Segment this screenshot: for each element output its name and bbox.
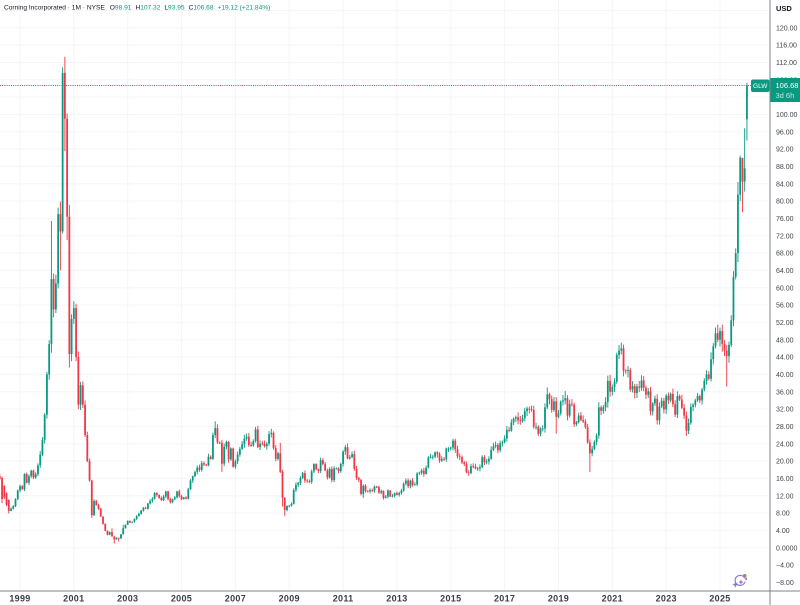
svg-text:−8.00: −8.00 xyxy=(776,580,794,587)
svg-text:2017: 2017 xyxy=(494,594,515,604)
svg-text:2003: 2003 xyxy=(117,594,138,604)
svg-text:92.00: 92.00 xyxy=(776,147,794,154)
svg-text:68.00: 68.00 xyxy=(776,251,794,258)
svg-text:2025: 2025 xyxy=(709,594,730,604)
svg-text:80.00: 80.00 xyxy=(776,199,794,206)
svg-text:GLW: GLW xyxy=(753,83,768,90)
svg-text:76.00: 76.00 xyxy=(776,216,794,223)
svg-text:2001: 2001 xyxy=(63,594,84,604)
svg-text:12.00: 12.00 xyxy=(776,493,794,500)
svg-text:24.00: 24.00 xyxy=(776,441,794,448)
svg-text:16.00: 16.00 xyxy=(776,476,794,483)
svg-text:8.00: 8.00 xyxy=(776,511,790,518)
svg-text:2015: 2015 xyxy=(440,594,461,604)
svg-text:88.00: 88.00 xyxy=(776,164,794,171)
svg-text:72.00: 72.00 xyxy=(776,233,794,240)
svg-text:64.00: 64.00 xyxy=(776,268,794,275)
svg-text:3d 6h: 3d 6h xyxy=(776,91,795,100)
svg-text:−4.00: −4.00 xyxy=(776,563,794,570)
svg-text:116.00: 116.00 xyxy=(776,43,797,50)
svg-text:48.00: 48.00 xyxy=(776,337,794,344)
svg-text:0.0000: 0.0000 xyxy=(776,545,798,552)
svg-text:Corning Incorporated · 1M · NY: Corning Incorporated · 1M · NYSE O98.91 H1… xyxy=(4,4,270,11)
svg-text:36.00: 36.00 xyxy=(776,389,794,396)
svg-text:56.00: 56.00 xyxy=(776,303,794,310)
svg-text:44.00: 44.00 xyxy=(776,355,794,362)
svg-text:96.00: 96.00 xyxy=(776,129,794,136)
svg-text:28.00: 28.00 xyxy=(776,424,794,431)
svg-text:2019: 2019 xyxy=(548,594,569,604)
svg-text:2013: 2013 xyxy=(386,594,407,604)
svg-text:52.00: 52.00 xyxy=(776,320,794,327)
svg-text:20.00: 20.00 xyxy=(776,459,794,466)
svg-text:1999: 1999 xyxy=(9,594,30,604)
svg-text:112.00: 112.00 xyxy=(776,60,797,67)
svg-text:60.00: 60.00 xyxy=(776,285,794,292)
svg-text:2011: 2011 xyxy=(333,594,354,604)
svg-text:2023: 2023 xyxy=(656,594,677,604)
svg-text:106.68: 106.68 xyxy=(776,81,799,90)
svg-text:USD: USD xyxy=(776,4,792,13)
svg-text:4.00: 4.00 xyxy=(776,528,790,535)
svg-text:84.00: 84.00 xyxy=(776,181,794,188)
svg-text:2009: 2009 xyxy=(279,594,300,604)
svg-text:2007: 2007 xyxy=(225,594,246,604)
svg-text:100.00: 100.00 xyxy=(776,112,798,119)
svg-text:2005: 2005 xyxy=(171,594,192,604)
svg-text:32.00: 32.00 xyxy=(776,407,794,414)
svg-text:120.00: 120.00 xyxy=(776,25,798,32)
svg-text:40.00: 40.00 xyxy=(776,372,794,379)
svg-text:2021: 2021 xyxy=(602,594,623,604)
